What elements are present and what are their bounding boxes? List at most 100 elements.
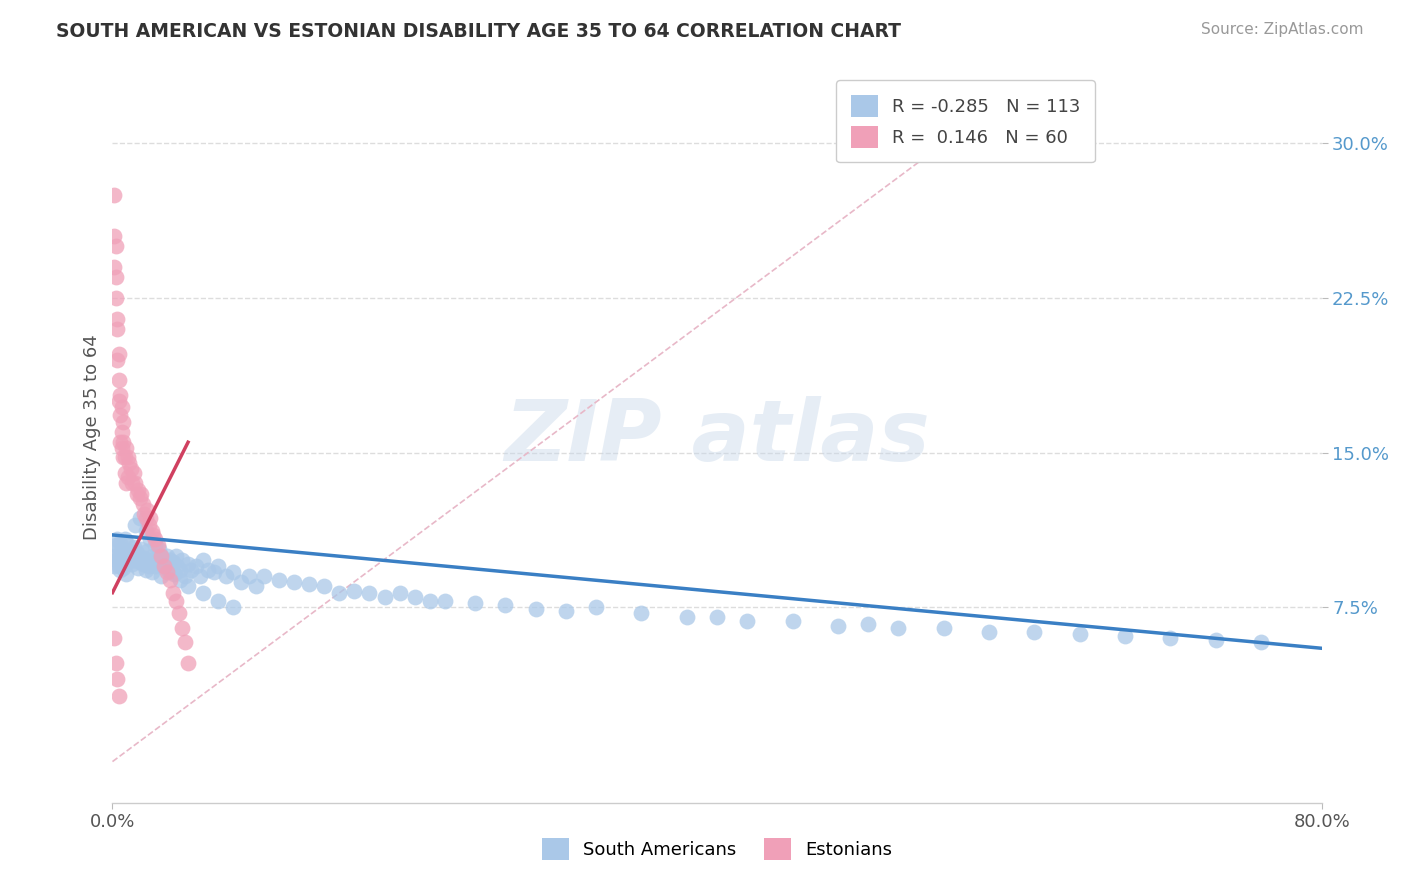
Point [1024, 624, 1046, 639]
Point [110, 401, 132, 415]
Point [207, 558, 229, 573]
Point [177, 656, 200, 670]
Point [162, 555, 184, 569]
Point [149, 569, 172, 583]
Point [115, 442, 138, 456]
Point [134, 550, 156, 565]
Point [153, 558, 176, 573]
Point [253, 569, 276, 583]
Point [188, 569, 211, 583]
Point [1250, 635, 1272, 649]
Point [112, 415, 135, 429]
Point [207, 594, 229, 608]
Point [124, 517, 146, 532]
Point [135, 524, 157, 538]
Point [328, 585, 350, 599]
Point [155, 558, 177, 573]
Point [1205, 633, 1227, 648]
Point [115, 567, 138, 582]
Point [117, 450, 139, 464]
Point [343, 583, 366, 598]
Point [118, 544, 141, 558]
Point [122, 466, 145, 480]
Point [932, 621, 955, 635]
Point [103, 631, 125, 645]
Point [143, 538, 166, 552]
Point [141, 524, 163, 538]
Point [104, 270, 127, 285]
Point [191, 585, 214, 599]
Point [170, 621, 193, 635]
Point [159, 574, 181, 588]
Point [138, 517, 160, 532]
Point [167, 606, 190, 620]
Point [107, 394, 129, 409]
Point [114, 532, 136, 546]
Point [110, 547, 132, 561]
Point [104, 291, 127, 305]
Point [112, 542, 135, 557]
Point [114, 557, 136, 571]
Point [977, 624, 1000, 639]
Point [191, 552, 214, 566]
Point [169, 563, 191, 577]
Point [117, 538, 139, 552]
Point [139, 532, 162, 546]
Point [128, 491, 150, 505]
Point [120, 462, 142, 476]
Point [856, 616, 880, 631]
Point [146, 555, 169, 569]
Point [404, 590, 426, 604]
Point [156, 565, 179, 579]
Point [110, 555, 132, 569]
Point [134, 508, 156, 522]
Point [222, 600, 245, 615]
Text: ZIP atlas: ZIP atlas [505, 395, 929, 479]
Y-axis label: Disability Age 35 to 64: Disability Age 35 to 64 [83, 334, 101, 540]
Point [141, 565, 163, 579]
Point [229, 575, 252, 590]
Point [125, 487, 148, 501]
Point [108, 536, 131, 550]
Point [121, 557, 143, 571]
Point [177, 579, 200, 593]
Point [107, 689, 129, 703]
Point [554, 604, 576, 618]
Text: SOUTH AMERICAN VS ESTONIAN DISABILITY AGE 35 TO 64 CORRELATION CHART: SOUTH AMERICAN VS ESTONIAN DISABILITY AG… [56, 22, 901, 41]
Point [127, 561, 149, 575]
Point [524, 602, 547, 616]
Point [156, 549, 179, 563]
Point [245, 579, 267, 593]
Point [117, 555, 139, 569]
Point [107, 373, 129, 387]
Point [197, 563, 219, 577]
Point [267, 574, 290, 588]
Point [165, 594, 187, 608]
Point [107, 558, 129, 573]
Point [170, 552, 193, 566]
Point [169, 574, 191, 588]
Point [135, 511, 157, 525]
Point [120, 550, 142, 565]
Point [202, 565, 225, 579]
Point [104, 552, 127, 566]
Point [139, 552, 162, 566]
Point [298, 577, 321, 591]
Point [143, 532, 166, 546]
Point [103, 188, 125, 202]
Point [174, 635, 197, 649]
Point [149, 549, 172, 563]
Point [112, 435, 135, 450]
Point [1114, 629, 1136, 643]
Point [129, 542, 152, 557]
Point [110, 442, 132, 456]
Point [162, 585, 184, 599]
Point [433, 594, 456, 608]
Point [1069, 627, 1091, 641]
Point [675, 610, 697, 624]
Point [887, 621, 910, 635]
Point [132, 557, 155, 571]
Legend: South Americans, Estonians: South Americans, Estonians [534, 830, 900, 867]
Point [166, 558, 188, 573]
Point [107, 346, 129, 360]
